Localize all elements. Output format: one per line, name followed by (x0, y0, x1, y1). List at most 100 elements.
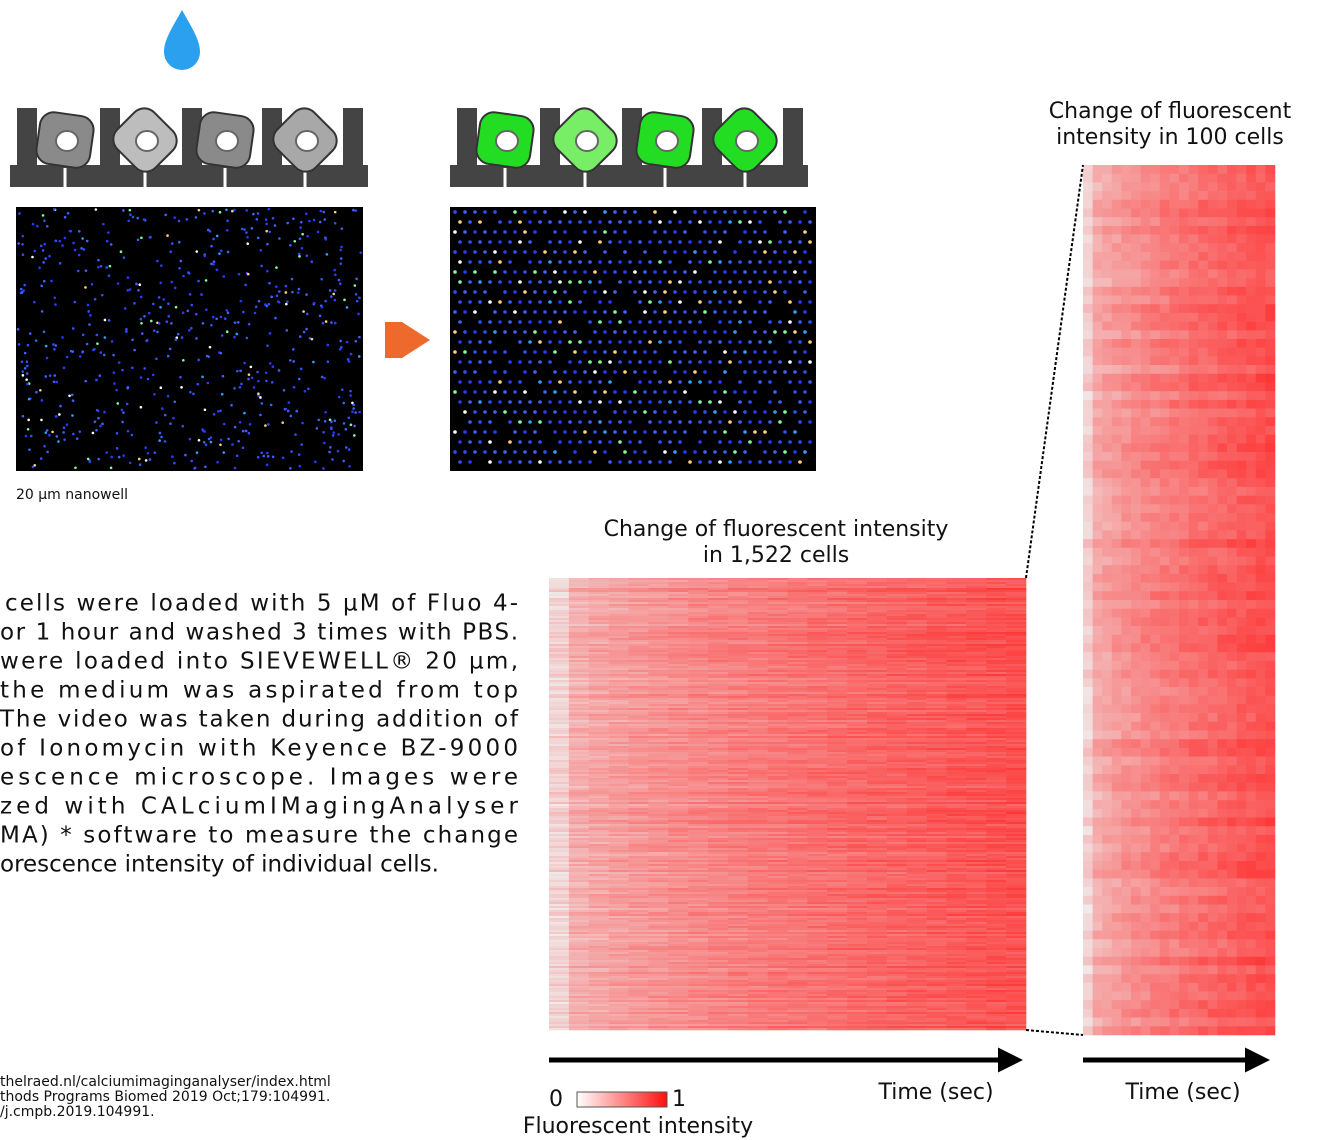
heat-cell (907, 784, 927, 786)
heat-cell (947, 864, 967, 866)
heat-cell (966, 778, 986, 780)
heat-cell (748, 956, 768, 958)
heat-cell (768, 846, 788, 848)
heat-cell (748, 588, 768, 590)
heat-cell (648, 984, 668, 986)
heat-cell (629, 616, 649, 618)
heat-cell (748, 862, 768, 864)
heat-cell (986, 654, 1006, 656)
heat-cell (648, 848, 668, 850)
heat-cell (887, 962, 907, 964)
heat-cell (728, 752, 748, 754)
heat-cell (1006, 606, 1026, 608)
heat-cell (827, 854, 847, 856)
heat-cell (728, 606, 748, 608)
heat-cell (788, 804, 808, 806)
heat-cell (708, 586, 728, 588)
heat-cell (986, 704, 1006, 706)
heat-cell (887, 762, 907, 764)
heat-cell (1006, 800, 1026, 802)
heat-cell (748, 664, 768, 666)
heat-cell (827, 864, 847, 866)
heat-cell (847, 844, 867, 846)
heat-cell (847, 882, 867, 884)
heat-cell (1006, 780, 1026, 782)
heat-cell (728, 816, 748, 818)
heat-cell (609, 592, 629, 594)
heat-cell (728, 906, 748, 908)
heat-cell (589, 820, 609, 822)
heat-cell (907, 930, 927, 932)
heat-cell (609, 626, 629, 628)
heat-cell (569, 598, 589, 600)
heat-cell (807, 970, 827, 972)
heat-cell (1006, 988, 1026, 990)
heat-cell (887, 972, 907, 974)
heat-cell (927, 962, 947, 964)
heat-cell (609, 694, 629, 696)
heat-cell (947, 930, 967, 932)
heat-cell (629, 952, 649, 954)
heat-cell (907, 908, 927, 910)
heat-cell (788, 918, 808, 920)
heat-cell (728, 618, 748, 620)
heat-cell (629, 942, 649, 944)
heat-cell (867, 732, 887, 734)
heat-cell (768, 798, 788, 800)
heat-cell (648, 846, 668, 848)
heat-cell (887, 876, 907, 878)
heat-cell (609, 792, 629, 794)
heat-cell (807, 982, 827, 984)
heat-cell (887, 848, 907, 850)
heat-cell (668, 630, 688, 632)
heat-cell (629, 640, 649, 642)
heat-cell (748, 846, 768, 848)
heat-cell (648, 870, 668, 872)
heat-cell (867, 830, 887, 832)
heat-cell (867, 710, 887, 712)
heat-cell (589, 604, 609, 606)
heat-cell (986, 650, 1006, 652)
heat-cell (847, 580, 867, 582)
heat-cell (688, 846, 708, 848)
heat-cell (927, 946, 947, 948)
heat-cell (708, 986, 728, 988)
heat-cell (867, 962, 887, 964)
heat-cell (728, 708, 748, 710)
heat-cell (986, 794, 1006, 796)
heat-cell (947, 976, 967, 978)
heat-cell (609, 814, 629, 816)
heat-cell (589, 682, 609, 684)
heat-cell (788, 680, 808, 682)
heat-cell (1006, 682, 1026, 684)
heat-cell (966, 856, 986, 858)
heat-cell (966, 682, 986, 684)
heat-cell (788, 760, 808, 762)
heat-cell (867, 624, 887, 626)
heat-cell (629, 784, 649, 786)
heat-cell (648, 646, 668, 648)
heat-cell (549, 632, 569, 634)
heat-cell (947, 932, 967, 934)
heat-cell (629, 736, 649, 738)
heat-cell (927, 776, 947, 778)
heat-cell (827, 828, 847, 830)
heat-cell (569, 892, 589, 894)
heat-cell (629, 938, 649, 940)
heat-cell (589, 628, 609, 630)
heat-cell (589, 590, 609, 592)
heat-cell (927, 782, 947, 784)
heat-cell (1006, 610, 1026, 612)
heat-cell (708, 742, 728, 744)
heat-cell (986, 596, 1006, 598)
heat-cell (668, 606, 688, 608)
heat-cell (748, 926, 768, 928)
heat-cell (966, 842, 986, 844)
heat-cell (927, 836, 947, 838)
heat-cell (648, 770, 668, 772)
heat-cell (728, 704, 748, 706)
heat-cell (827, 776, 847, 778)
heat-cell (708, 844, 728, 846)
heat-cell (648, 950, 668, 952)
heat-cell (629, 840, 649, 842)
